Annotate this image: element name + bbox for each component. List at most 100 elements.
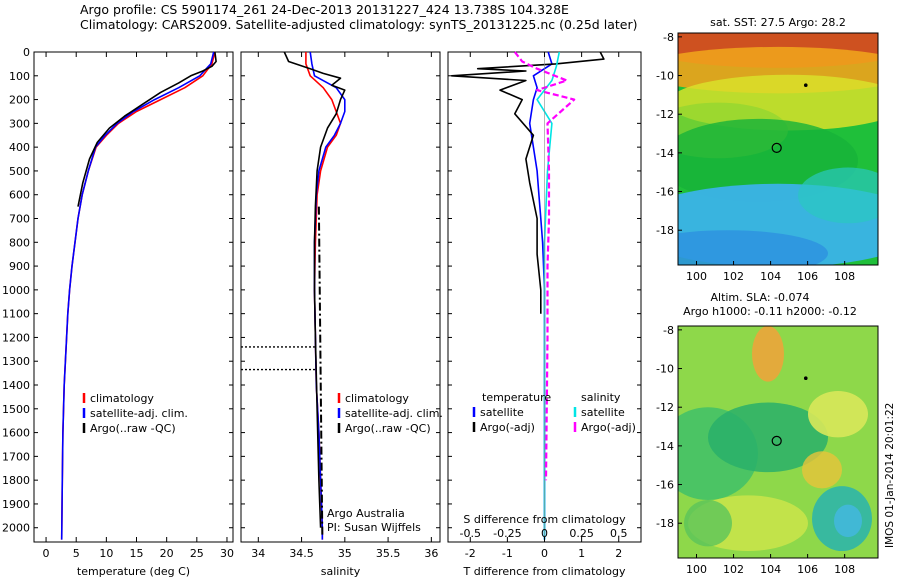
sdiff-tick-label: 0.25 [569, 527, 594, 540]
sla-field-patch [708, 402, 828, 473]
temperature-x-tick-label: 10 [99, 547, 113, 560]
salinity-legend-2-label: Argo(..raw -QC) [345, 422, 431, 435]
series-salinity-satellite [309, 51, 346, 540]
depth-ytick-label: 600 [9, 189, 30, 202]
depth-ytick-label: 2000 [2, 522, 30, 535]
sdiff-tick-label: -0.25 [493, 527, 521, 540]
tdiff-legend-satellite-label: satellite [480, 406, 524, 419]
series-salinity-argo [283, 51, 346, 528]
series-sdiff-argo [513, 51, 576, 481]
depth-ytick-label: 100 [9, 70, 30, 83]
sst-ytick-label: -16 [656, 186, 674, 199]
sst-ytick-label: -8 [663, 31, 674, 44]
sla-map-title: Altim. SLA: -0.074 [710, 291, 809, 304]
annotation-argo-australia: Argo Australia [327, 507, 405, 520]
salinity-xlabel: salinity [321, 565, 361, 578]
depth-ytick-label: 800 [9, 236, 30, 249]
sst-ytick-label: -12 [656, 108, 674, 121]
temperature-x-tick-label: 30 [220, 547, 234, 560]
sla-ytick-label: -14 [656, 440, 674, 453]
sst-xtick-label: 108 [834, 270, 855, 283]
sla-island-marker [803, 376, 808, 381]
sla-frame [677, 325, 879, 559]
sla-field [678, 326, 878, 558]
depth-ytick-label: 200 [9, 94, 30, 107]
temperature-legend-1-label: satellite-adj. clim. [90, 407, 188, 420]
figure-title-line-1: Argo profile: CS 5901174_261 24-Dec-2013… [80, 2, 569, 17]
sla-argo-marker [771, 435, 782, 446]
temperature-legend-0-label: climatology [90, 392, 154, 405]
temperature-x-tick-label: 15 [130, 547, 144, 560]
sla-xtick-label: 104 [760, 563, 781, 576]
sla-field-patch [802, 451, 842, 489]
sdiff-tick-label: 0.5 [610, 527, 628, 540]
sla-ytick-label: -12 [656, 401, 674, 414]
series-tdiff-argo [450, 51, 605, 314]
depth-ytick-label: 1300 [2, 355, 30, 368]
sla-field-patch [752, 326, 784, 382]
sla-xtick-label: 102 [723, 563, 744, 576]
temperature-panel-frame [33, 51, 234, 543]
tdiff-x-tick-label: -1 [502, 547, 513, 560]
sst-argo-marker [771, 142, 782, 153]
figure-title-line-2: Climatology: CARS2009. Satellite-adjuste… [80, 17, 638, 32]
sla-ytick-label: -16 [656, 479, 674, 492]
depth-ytick-label: 900 [9, 260, 30, 273]
series-temperature-satellite [60, 51, 215, 540]
sla-ytick-label: -8 [663, 324, 674, 337]
salinity-argo-qc-overlay [317, 206, 324, 538]
depth-ytick-label: 1000 [2, 284, 30, 297]
sst-field [678, 33, 878, 265]
depth-ytick-label: 1800 [2, 474, 30, 487]
sst-frame [677, 32, 879, 266]
tdiff-x-tick-label: -2 [465, 547, 476, 560]
temperature-x-tick-label: 0 [43, 547, 50, 560]
sdiff-axis-label: S difference from climatology [463, 513, 626, 526]
salinity-x-tick-label: 36 [424, 547, 438, 560]
annotation-pi-name: PI: Susan Wijffels [327, 521, 421, 534]
temperature-x-tick-label: 20 [160, 547, 174, 560]
sst-map [677, 32, 879, 266]
depth-ytick-label: 300 [9, 117, 30, 130]
sst-ytick-label: -14 [656, 147, 674, 160]
sla-ytick-label: -10 [656, 363, 674, 376]
depth-ytick-label: 1100 [2, 308, 30, 321]
sst-field-patch [678, 230, 828, 265]
salinity-x-tick-label: 34.5 [289, 547, 314, 560]
salinity-legend-1-label: satellite-adj. clim. [345, 407, 443, 420]
temperature-x-tick-label: 5 [73, 547, 80, 560]
sla-ytick-label: -18 [656, 517, 674, 530]
sla-xtick-label: 106 [797, 563, 818, 576]
sla-xtick-label: 100 [686, 563, 707, 576]
depth-ytick-label: 700 [9, 213, 30, 226]
salinity-x-tick-label: 34 [251, 547, 265, 560]
legend-title-temperature: temperature [482, 391, 551, 404]
sla-field-patch [834, 504, 862, 538]
sla-map-subtitle: Argo h1000: -0.11 h2000: -0.12 [683, 305, 857, 318]
tdiff-x-tick-label: 0 [541, 547, 548, 560]
depth-ytick-label: 1900 [2, 498, 30, 511]
salinity-panel-frame [240, 51, 441, 543]
series-temperature-argo [77, 51, 217, 207]
depth-ytick-label: 400 [9, 141, 30, 154]
depth-ytick-label: 500 [9, 165, 30, 178]
sdiff-legend-satellite-label: satellite [581, 406, 625, 419]
depth-ytick-label: 0 [23, 46, 30, 59]
sdiff-legend-argo-label: Argo(-adj) [581, 421, 636, 434]
tdiff-x-tick-label: 2 [615, 547, 622, 560]
tdiff-legend-argo-label: Argo(-adj) [480, 421, 535, 434]
sdiff-tick-label: -0.5 [460, 527, 481, 540]
sst-xtick-label: 106 [797, 270, 818, 283]
sst-island-marker [803, 83, 808, 87]
series-temperature-climatology [60, 51, 216, 540]
sla-xtick-label: 108 [834, 563, 855, 576]
sdiff-tick-label: 0 [541, 527, 548, 540]
depth-ytick-label: 1600 [2, 427, 30, 440]
salinity-x-tick-label: 35.5 [376, 547, 401, 560]
sst-xtick-label: 104 [760, 270, 781, 283]
temperature-legend-2-label: Argo(..raw -QC) [90, 422, 176, 435]
legend-title-salinity: salinity [581, 391, 621, 404]
salinity-legend-0-label: climatology [345, 392, 409, 405]
sla-field-patch [808, 390, 868, 438]
